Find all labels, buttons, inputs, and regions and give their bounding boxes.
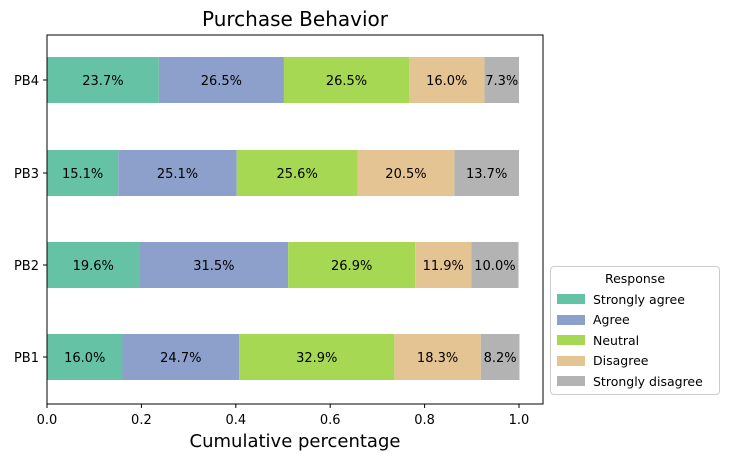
data-label: 25.1% (157, 167, 198, 182)
bar-pb1-strongly-agree (47, 334, 123, 380)
data-label: 26.5% (326, 74, 367, 89)
legend-swatch (557, 314, 585, 325)
data-label: 31.5% (193, 259, 234, 274)
legend-label: Disagree (593, 353, 649, 368)
legend-item: Strongly disagree (557, 372, 703, 390)
legend-label: Agree (593, 312, 630, 327)
legend-swatch (557, 376, 585, 386)
legend-title: Response (604, 271, 666, 286)
data-label: 26.9% (331, 259, 372, 274)
bars-group (47, 57, 520, 380)
bar-pb4-neutral (283, 57, 410, 103)
data-label: 20.5% (385, 167, 426, 182)
data-label: 19.6% (73, 259, 114, 274)
x-tick-label: 0.8 (414, 413, 435, 428)
bar-pb3-disagree (357, 150, 455, 196)
legend-swatch (557, 355, 585, 366)
x-tick-label: 0.4 (225, 413, 246, 428)
bar-pb1-strongly-disagree (480, 334, 520, 380)
data-label: 16.0% (426, 74, 467, 89)
bar-pb4-agree (158, 57, 284, 103)
x-tick-label: 0.6 (320, 413, 341, 428)
data-labels-group: 16.0% 24.7% 32.9% 18.3% 8.2% 19.6% 31.5% 26.9% 1… (62, 74, 518, 366)
y-tick-label: PB1 (14, 351, 39, 366)
bar-pb2-neutral (288, 242, 416, 288)
bar-pb3-agree (118, 150, 237, 196)
data-label: 10.0% (474, 259, 515, 274)
bar-pb3-strongly-agree (47, 150, 119, 196)
bar-pb2-strongly-agree (47, 242, 140, 288)
data-label: 11.9% (423, 259, 464, 274)
y-tick-label: PB2 (14, 259, 39, 274)
legend-item: Strongly agree (557, 290, 685, 308)
data-label: 24.7% (160, 351, 201, 366)
data-label: 23.7% (82, 74, 123, 89)
legend-label: Neutral (593, 332, 640, 348)
legend-label: Strongly disagree (593, 373, 703, 389)
legend-item: Agree (557, 311, 630, 329)
data-label: 13.7% (466, 167, 507, 182)
x-axis-label: Cumulative percentage (190, 431, 401, 452)
plot-frame (46, 34, 544, 405)
legend-item: Disagree (557, 352, 648, 370)
data-label: 32.9% (296, 351, 337, 366)
bar-pb3-neutral (236, 150, 358, 196)
data-label: 8.2% (484, 351, 517, 366)
data-label: 25.6% (277, 167, 318, 182)
data-label: 18.3% (417, 351, 458, 366)
y-tick-label: PB3 (14, 167, 39, 182)
bar-pb2-agree (139, 242, 289, 288)
bar-pb2-disagree (415, 242, 472, 288)
x-tick-label: 0.0 (37, 413, 58, 428)
data-label: 15.1% (62, 167, 103, 182)
legend-item: Neutral (557, 331, 639, 349)
x-tick-label: 1.0 (509, 413, 530, 428)
bar-pb4-strongly-agree (47, 57, 159, 103)
bar-pb2-strongly-disagree (471, 242, 519, 288)
bar-pb4-disagree (409, 57, 485, 103)
data-label: 7.3% (485, 74, 518, 89)
y-axis: PB1 PB2 PB3 PB4 (14, 74, 47, 366)
y-tick-label: PB4 (14, 74, 39, 89)
legend-swatch (557, 335, 585, 345)
bar-pb3-strongly-disagree (454, 150, 519, 196)
data-label: 16.0% (64, 351, 105, 366)
legend: Response Strongly agree Agree Neutral Disag… (550, 266, 720, 395)
bar-pb1-neutral (239, 334, 395, 380)
legend-swatch (557, 294, 585, 304)
data-label: 26.5% (201, 74, 242, 89)
bar-pb1-disagree (394, 334, 481, 380)
legend-label: Strongly agree (593, 291, 685, 307)
x-axis: 0.0 0.2 0.4 0.6 0.8 1.0 (37, 404, 530, 428)
chart-title: Purchase Behavior (202, 7, 389, 31)
x-tick-label: 0.2 (131, 413, 152, 428)
bar-pb4-strongly-disagree (484, 57, 519, 103)
bar-pb1-agree (122, 334, 240, 380)
